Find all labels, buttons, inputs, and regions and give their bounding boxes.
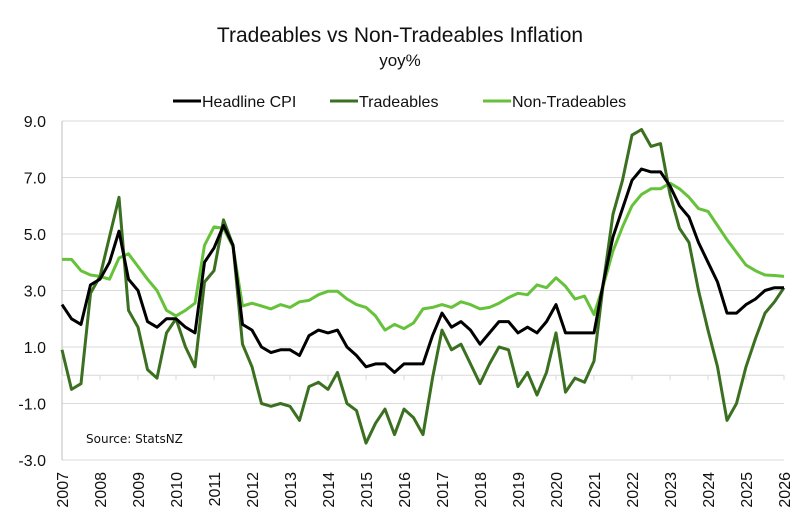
chart-title: Tradeables vs Non-Tradeables Inflation — [217, 24, 583, 47]
legend-label: Tradeables — [359, 94, 438, 111]
legend: Headline CPI Tradeables Non-Tradeables — [173, 94, 626, 111]
x-tick-label: 2021 — [587, 472, 604, 508]
x-tick-label: 2011 — [207, 472, 224, 507]
x-tick-label: 2016 — [397, 472, 414, 508]
series-line-non-tradeables — [62, 181, 785, 332]
y-tick-label: -1.0 — [18, 397, 46, 414]
x-tick-label: 2014 — [321, 472, 338, 508]
chart-subtitle: yoy% — [379, 51, 421, 70]
x-tick-label: 2018 — [473, 472, 490, 508]
x-tick-label: 2015 — [359, 472, 376, 508]
x-tick-label: 2025 — [739, 472, 756, 508]
x-tick-label: 2024 — [701, 472, 718, 508]
series-line-tradeables — [60, 128, 786, 445]
y-tick-label: 9.0 — [24, 114, 46, 131]
x-tick-label: 2026 — [777, 472, 794, 508]
y-tick-label: 1.0 — [24, 340, 46, 357]
x-tick-label: 2009 — [131, 472, 148, 508]
x-tick-label: 2010 — [169, 472, 186, 508]
source-note: Source: StatsNZ — [86, 432, 183, 446]
series-line-headline-cpi — [60, 167, 784, 374]
x-tick-label: 2008 — [93, 472, 110, 508]
y-tick-label: 7.0 — [24, 171, 46, 188]
gridlines — [62, 120, 784, 461]
x-tick-label: 2020 — [549, 472, 566, 508]
x-tick-label: 2017 — [435, 472, 452, 508]
x-tick-label: 2019 — [511, 472, 528, 508]
legend-label: Non-Tradeables — [512, 94, 626, 111]
axes: 9.0 7.0 5.0 3.0 1.0 -1.0 -3.0 2007 2008 2009 2010 2… — [18, 114, 794, 508]
legend-label: Headline CPI — [202, 94, 296, 111]
y-tick-label: -3.0 — [18, 453, 46, 470]
x-tick-label: 2013 — [283, 472, 300, 508]
series-lines — [60, 128, 786, 445]
x-tick-label: 2023 — [663, 472, 680, 508]
y-tick-label: 3.0 — [24, 284, 46, 301]
x-tick-label: 2022 — [625, 472, 642, 508]
x-tick-label: 2007 — [55, 472, 72, 508]
x-tick-label: 2012 — [245, 472, 262, 508]
y-tick-label: 5.0 — [24, 227, 46, 244]
